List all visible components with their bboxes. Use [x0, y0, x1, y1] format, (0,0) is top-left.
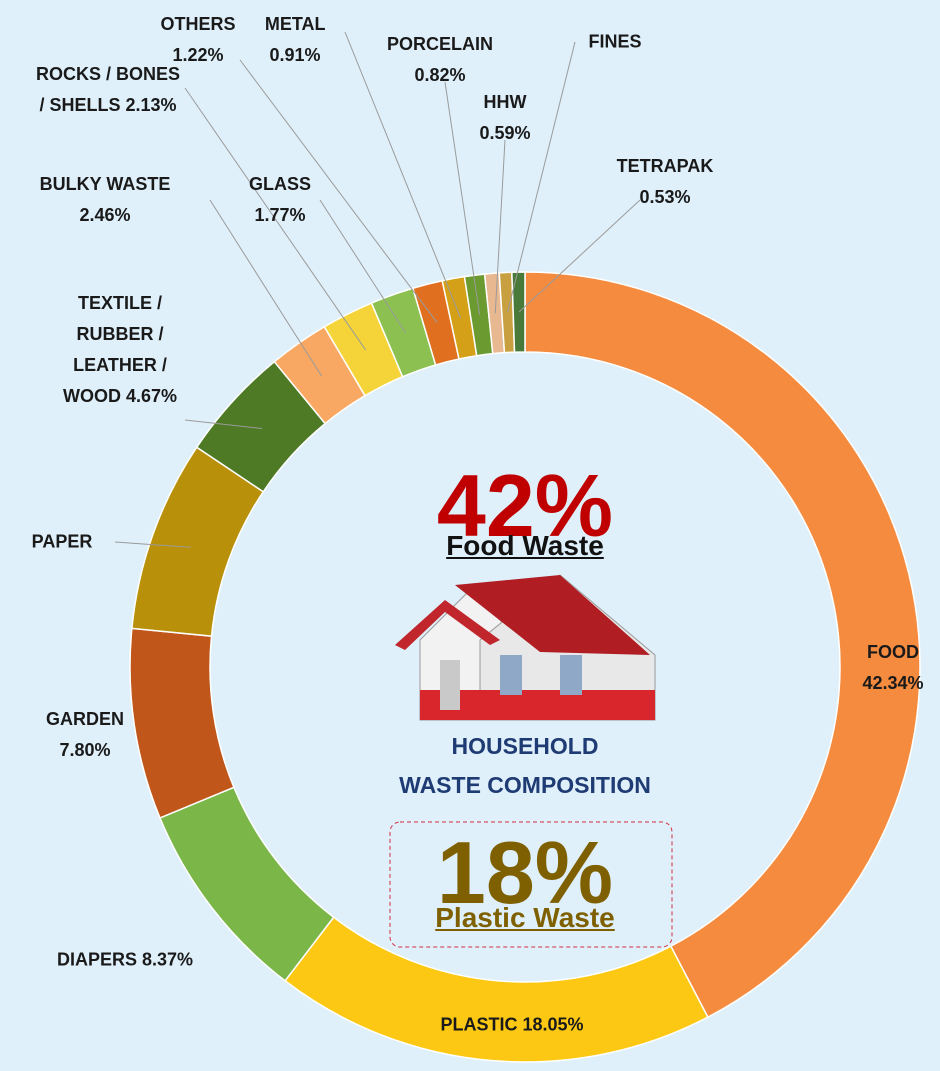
category-name: FOOD: [867, 642, 919, 662]
slice-label: FOOD 42.34%: [838, 637, 940, 699]
category-name: PLASTIC: [440, 1014, 518, 1035]
value-label: 1.22%: [172, 45, 224, 65]
leader-line: [184, 87, 366, 351]
leaders: [114, 31, 641, 548]
value-label: 1.77%: [254, 205, 306, 225]
value-label: 0.59%: [479, 123, 531, 143]
slice-label: PORCELAIN 0.82%: [380, 29, 500, 91]
value-label: 0.82%: [414, 65, 466, 85]
annotation: Food Waste: [446, 530, 604, 561]
slice-label: PAPER: [12, 527, 112, 558]
category-name: HHW: [483, 92, 527, 112]
category-name: PAPER: [31, 531, 93, 552]
annotation: 42%: [436, 456, 614, 555]
annotation: Plastic Waste: [435, 902, 615, 933]
house-roof: [395, 600, 500, 650]
leader-line: [184, 419, 263, 429]
slice-label: OTHERS 1.22%: [153, 9, 243, 71]
value-label: 0.53%: [639, 187, 691, 207]
house-window: [560, 655, 582, 695]
value-label: 42.34%: [862, 673, 924, 693]
title-line: WASTE COMPOSITION: [399, 772, 651, 798]
category-name: DIAPERS: [56, 949, 137, 970]
slice-label: TETRAPAK 0.53%: [610, 151, 720, 213]
value-label: 8.37%: [141, 949, 194, 970]
slice-label: PLASTIC 18.05%: [362, 1010, 662, 1041]
house-door: [440, 660, 460, 710]
value-label: 4.67%: [125, 386, 178, 406]
category-name: TEXTILE / RUBBER / LEATHER / WOOD: [62, 293, 167, 406]
leader-line: [494, 139, 506, 314]
slice-label: BULKY WASTE 2.46%: [25, 169, 185, 231]
slice-label: HHW 0.59%: [470, 87, 540, 149]
leader-line: [319, 199, 406, 333]
category-name: OTHERS: [160, 14, 236, 34]
leader-line: [114, 541, 191, 548]
leader-line: [518, 199, 641, 313]
leader-line: [239, 59, 438, 324]
category-name: PORCELAIN: [386, 34, 493, 54]
category-name: GLASS: [248, 174, 311, 194]
slice-label: METAL 0.91%: [260, 9, 330, 71]
slice-label: ROCKS / BONES / SHELLS 2.13%: [33, 59, 183, 121]
category-name: BULKY WASTE: [39, 174, 171, 194]
category-name: METAL: [264, 14, 326, 34]
category-name: FINES: [588, 31, 642, 52]
leader-line: [209, 199, 323, 377]
value-label: 2.46%: [79, 205, 131, 225]
house-roof: [455, 575, 650, 655]
title-line: HOUSEHOLD: [451, 733, 599, 759]
slice-label: DIAPERS 8.37%: [0, 945, 275, 976]
slice-label: TEXTILE / RUBBER / LEATHER / WOOD 4.67%: [53, 288, 188, 412]
category-name: TETRAPAK: [616, 156, 714, 176]
value-label: 2.13%: [125, 95, 177, 115]
leader-line: [344, 31, 462, 319]
category-name: GARDEN: [45, 709, 124, 729]
house-icon: [395, 574, 656, 721]
slice-label: FINES: [565, 27, 665, 58]
annotation: 18%: [436, 823, 614, 922]
ring: [129, 271, 921, 1063]
value-label: 7.80%: [59, 740, 111, 760]
leader-line: [507, 41, 576, 313]
slice: [511, 271, 526, 353]
slice: [524, 271, 921, 1019]
category-name: ROCKS / BONES / SHELLS: [35, 64, 181, 115]
leader-line: [444, 81, 481, 315]
value-label: 18.05%: [522, 1014, 584, 1035]
slice-label: GLASS 1.77%: [240, 169, 320, 231]
house-window: [500, 655, 522, 695]
highlight-box: [389, 821, 673, 948]
slice-label: GARDEN 7.80%: [25, 704, 145, 766]
value-label: 0.91%: [269, 45, 321, 65]
